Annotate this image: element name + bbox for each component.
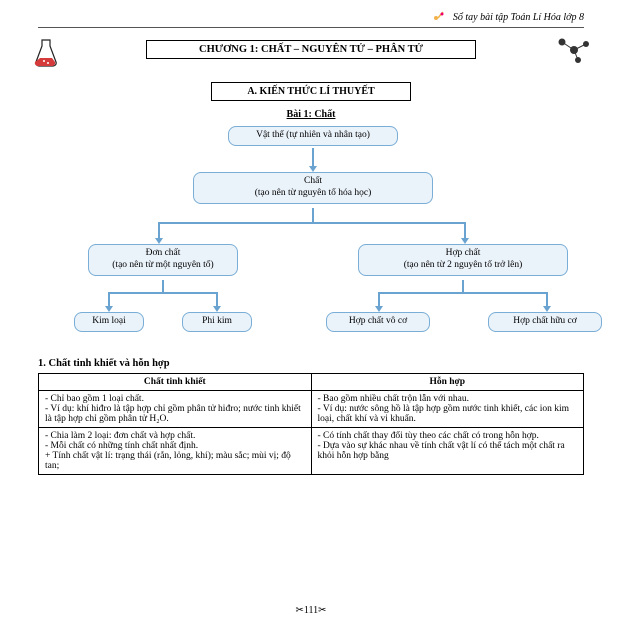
- flow-node-text: Đơn chất: [95, 248, 231, 260]
- flow-node-text: Hợp chất: [365, 248, 561, 260]
- page-number-text: 111: [304, 605, 318, 616]
- flow-node-text: Vật thể (tự nhiên và nhân tạo): [256, 130, 370, 140]
- flow-node-text: (tạo nên từ 2 nguyên tố trở lên): [365, 260, 561, 272]
- flow-node-text: (tạo nên từ một nguyên tố): [95, 260, 231, 272]
- header-icon: [432, 10, 446, 25]
- chapter-row: CHƯƠNG 1: CHẤT – NGUYÊN TỬ – PHÂN TỬ: [38, 40, 584, 74]
- flow-node-text: Hợp chất vô cơ: [349, 316, 407, 326]
- chapter-title: CHƯƠNG 1: CHẤT – NGUYÊN TỬ – PHÂN TỬ: [199, 44, 423, 55]
- comparison-table: Chất tinh khiết Hỗn hợp - Chỉ bao gồm 1 …: [38, 373, 584, 475]
- flow-node-text: Hợp chất hữu cơ: [513, 316, 576, 326]
- flow-node-hcvoco: Hợp chất vô cơ: [326, 312, 430, 332]
- flow-node-phikim: Phi kim: [182, 312, 252, 332]
- header-text: Sổ tay bài tập Toán Lí Hóa lớp 8: [453, 12, 584, 23]
- flow-node-hopchat: Hợp chất (tạo nên từ 2 nguyên tố trở lên…: [358, 244, 568, 276]
- flow-node-text: Kim loại: [92, 316, 126, 326]
- section-a-box: A. KIẾN THỨC LÍ THUYẾT: [211, 82, 411, 101]
- lesson-title: Bài 1: Chất: [38, 109, 584, 120]
- flow-node-text: Chất: [200, 176, 426, 188]
- table-row: - Chỉ bao gồm 1 loại chất. - Ví dụ: khí …: [39, 391, 584, 428]
- page-number: ✂111✂: [0, 605, 622, 616]
- table-head-left: Chất tinh khiết: [39, 374, 312, 391]
- table-row: Chất tinh khiết Hỗn hợp: [39, 374, 584, 391]
- table-head-right: Hỗn hợp: [311, 374, 584, 391]
- flow-node-vatthe: Vật thể (tự nhiên và nhân tạo): [228, 126, 398, 146]
- flow-node-donchat: Đơn chất (tạo nên từ một nguyên tố): [88, 244, 238, 276]
- table-cell: - Chỉ bao gồm 1 loại chất. - Ví dụ: khí …: [39, 391, 312, 428]
- flow-node-kimloai: Kim loại: [74, 312, 144, 332]
- flow-node-text: Phi kim: [202, 316, 232, 326]
- chapter-title-box: CHƯƠNG 1: CHẤT – NGUYÊN TỬ – PHÂN TỬ: [146, 40, 476, 59]
- table-cell: - Chia làm 2 loại: đơn chất và hợp chất.…: [39, 428, 312, 475]
- subheading-1: 1. Chất tinh khiết và hỗn hợp: [38, 358, 584, 369]
- flow-node-text: (tạo nên từ nguyên tố hóa học): [200, 188, 426, 200]
- flow-node-chat: Chất (tạo nên từ nguyên tố hóa học): [193, 172, 433, 204]
- page-header: Sổ tay bài tập Toán Lí Hóa lớp 8: [38, 10, 584, 27]
- table-cell: - Bao gồm nhiều chất trộn lẫn với nhau. …: [311, 391, 584, 428]
- header-rule: [38, 27, 584, 28]
- table-cell: - Có tính chất thay đổi tùy theo các chấ…: [311, 428, 584, 475]
- molecule-icon: [554, 34, 594, 67]
- table-row: - Chia làm 2 loại: đơn chất và hợp chất.…: [39, 428, 584, 475]
- beaker-icon: [32, 36, 60, 73]
- flowchart: Vật thể (tự nhiên và nhân tạo) Chất (tạo…: [38, 126, 584, 356]
- flow-node-hchuuco: Hợp chất hữu cơ: [488, 312, 602, 332]
- section-a-title: A. KIẾN THỨC LÍ THUYẾT: [247, 86, 374, 97]
